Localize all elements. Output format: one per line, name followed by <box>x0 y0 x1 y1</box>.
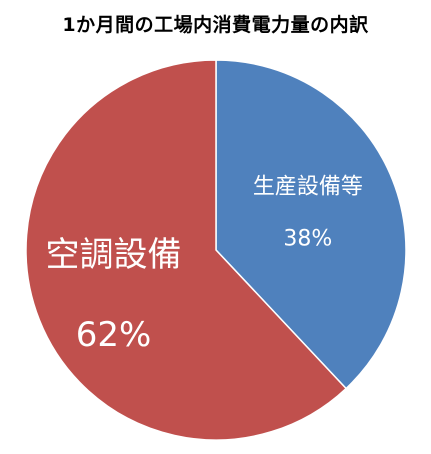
chart-title: 1か月間の工場内消費電力量の内訳 <box>62 14 369 36</box>
pie-slice <box>215 59 407 390</box>
slice-value-label: 38% <box>283 227 332 252</box>
pie-labels: 生産設備等 38% 空調設備 62% <box>46 175 363 355</box>
slice-value-label: 62% <box>76 315 152 355</box>
slice-label: 空調設備 <box>46 235 182 275</box>
pie-slices <box>25 59 407 441</box>
pie-slice <box>25 59 348 441</box>
slice-label: 生産設備等 <box>253 175 363 200</box>
